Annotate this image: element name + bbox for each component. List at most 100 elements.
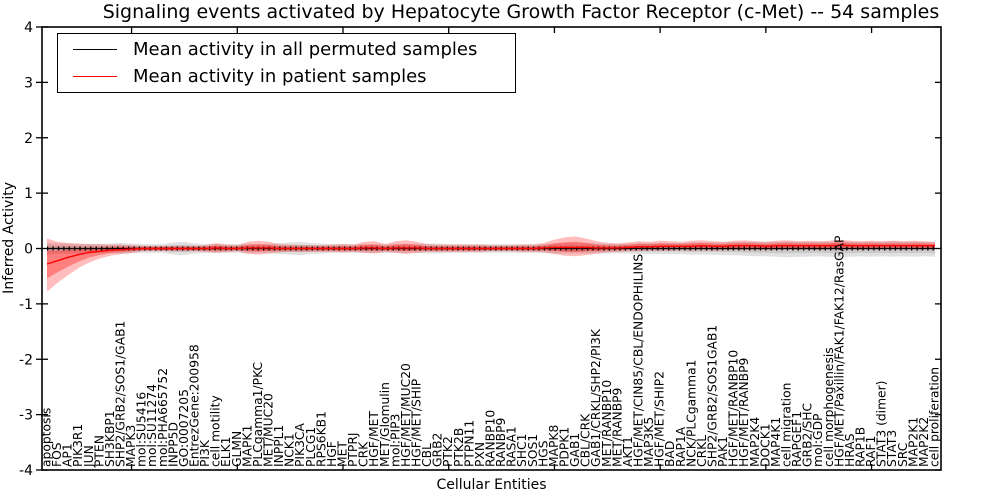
x-tick-label: BAD [663,441,677,467]
y-tick-label: -1 [19,297,33,313]
legend-item-patient: Mean activity in patient samples [73,65,515,87]
x-tick-label: HGF/MET/SHIP [410,379,424,467]
x-tick-label: RPS6KB1 [314,411,328,467]
x-tick-label: PXN [473,442,487,467]
x-tick-label: SH3KBP1 [103,410,117,467]
x-tick-label: mol:PIP3 [388,414,402,467]
x-tick-label: CRKL [695,435,709,467]
x-tick-label: STAT3 (dimer) [875,381,889,467]
x-tick-label: PTPRJ [346,432,360,467]
x-tick-label: GAB1 [568,433,582,467]
x-tick-label: INPP5D [166,422,180,467]
x-tick-label: GLMN [230,431,244,467]
x-tick-label: SHP2/GRB2/SOS1/GAB1 [114,321,128,467]
x-tick-label: CBL [420,443,434,467]
legend-label-patient: Mean activity in patient samples [133,65,427,87]
x-tick-label: RAF1 [864,436,878,467]
x-tick-label: GRB2 [431,433,445,467]
x-tick-label: PTEN [92,435,106,467]
x-tick-label: MET/MUC20 [262,393,276,467]
patient-mean-line [46,244,935,265]
x-tick-label: MAPK3 [124,425,138,467]
x-tick-label: STAT3 [885,430,899,467]
x-tick-label: EntrezGene:200958 [188,344,202,467]
x-tick-label: HGF/MET [367,411,381,467]
x-tick-label: PDPK1 [558,427,572,467]
x-tick-label: MET/RANBP9 [610,388,624,467]
x-tick-label: JUN [82,445,96,468]
x-tick-label: cell proliferation [928,367,942,467]
patient-line-swatch [73,75,117,77]
x-tick-label: SHP2/GRB2/SOS1GAB1 [706,325,720,467]
x-tick-label: INPPL1 [272,425,286,467]
x-tick-label: SOS1 [526,434,540,467]
y-tick-label: -3 [19,408,33,424]
x-tick-label: SHC1 [515,434,529,467]
x-tick-label: GAB1/CRKL/SHP2/PI3K [589,328,603,467]
x-tick-label: cell morphogenesis [822,347,836,467]
x-tick-label: PI3K [198,439,212,467]
x-tick-label: RANBP9 [494,418,508,467]
x-tick-label: MAP2K1 [906,417,920,467]
x-tick-label: PIK3R1 [71,424,85,467]
x-tick-label: RAP1A [674,426,688,467]
x-tick-label: PLCG1 [304,427,318,467]
x-tick-label: MET/RANBP10 [600,380,614,467]
x-tick-label: NCK1 [283,433,297,467]
chart-title: Signaling events activated by Hepatocyte… [102,1,940,23]
legend-item-permuted: Mean activity in all permuted samples [73,38,515,60]
x-tick-label: HGF [325,441,339,467]
y-tick-label: 0 [24,242,33,258]
y-tick-label: 4 [24,20,33,36]
x-tick-label: PTPN11 [462,420,476,467]
y-tick-label: -2 [19,352,33,368]
patient-band-inner [47,241,935,279]
x-tick-label: MAP4K1 [769,417,783,467]
x-tick-label: mol:GDP [811,414,825,467]
x-tick-label: HGF/MET/Paxillin/FAK1/FAK12/RasGAP [832,236,846,467]
x-tick-label: GO:0007205 [177,389,191,467]
x-tick-label: RASA1 [505,426,519,467]
x-tick-label: PTK2 [441,436,455,467]
x-tick-label: PTK2B [452,428,466,467]
x-tick-label: cell migration [780,383,794,467]
x-tick-label: HRAS [843,433,857,467]
y-axis-label: Inferred Activity [1,182,17,294]
x-tick-label: DOCK1 [758,423,772,467]
x-tick-label: ELK1 [219,436,233,467]
x-tick-label: HGF/MET/MUC20 [399,363,413,467]
x-tick-label: HGS [536,440,550,467]
x-tick-label: AP1 [61,443,75,467]
y-tick-label: 3 [24,75,33,91]
x-tick-label: MAP2K4 [748,417,762,467]
x-tick-label: HGF/MET/SHIP2 [653,371,667,467]
x-tick-label: CRK [357,441,371,467]
legend: Mean activity in all permuted samples Me… [57,33,516,93]
x-tick-label: CBL/CRK [579,413,593,467]
legend-label-permuted: Mean activity in all permuted samples [133,38,478,60]
x-tick-label: SRC [896,443,910,467]
x-tick-label: apoptosis [40,408,54,467]
x-tick-label: cell motility [209,395,223,467]
x-tick-label: RANBP10 [484,410,498,467]
x-tick-label: MAPK1 [240,425,254,467]
x-tick-label: FOS [50,442,64,467]
x-tick-label: mol:SU11274 [145,384,159,467]
x-tick-label: mol:SU5416 [135,392,149,467]
x-tick-label: HGF/MET/CIN85/CBL/ENDOPHILINS [632,254,646,467]
x-axis-label: Cellular Entities [436,477,547,493]
x-tick-label: PLCgamma1/PKC [251,362,265,467]
x-tick-label: MAPK8 [547,425,561,467]
x-tick-label: HGF/MET/RANBP10 [727,350,741,467]
y-tick-label: -4 [19,463,33,479]
x-tick-label: PIK3CA [293,422,307,467]
x-tick-label: MAP2K2 [917,417,931,467]
x-tick-label: PAK1 [716,436,730,467]
x-tick-label: NCK/PLCgamma1 [684,359,698,467]
y-tick-label: 1 [24,186,33,202]
x-tick-label: MAP3K5 [642,417,656,467]
x-tick-label: RAP1B [854,427,868,467]
x-tick-label: RAPGEF1 [790,411,804,467]
